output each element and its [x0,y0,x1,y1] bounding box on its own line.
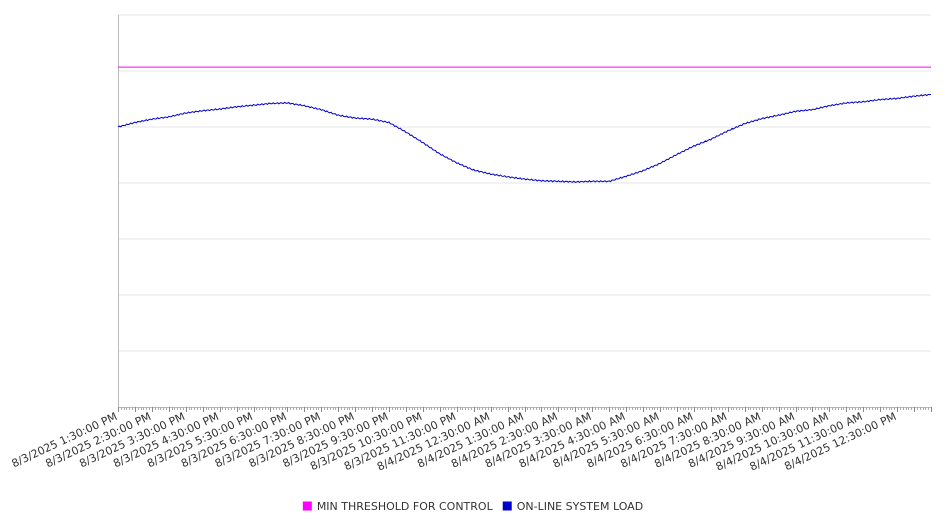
legend[interactable]: MIN THRESHOLD FOR CONTROL ON-LINE SYSTEM … [302,500,643,513]
legend-swatch [502,501,512,511]
legend-swatch [302,501,312,511]
legend-item-system-load[interactable]: ON-LINE SYSTEM LOAD [502,500,643,513]
axes [118,15,932,412]
gridlines [118,14,931,352]
series-lines [117,66,932,184]
legend-label: ON-LINE SYSTEM LOAD [517,500,643,513]
system-load-line [117,93,932,184]
x-tick-labels: 8/3/2025 1:30:00 PM8/3/2025 2:30:00 PM8/… [10,410,899,474]
legend-item-min-threshold[interactable]: MIN THRESHOLD FOR CONTROL [302,500,494,513]
legend-label: MIN THRESHOLD FOR CONTROL [317,500,494,513]
